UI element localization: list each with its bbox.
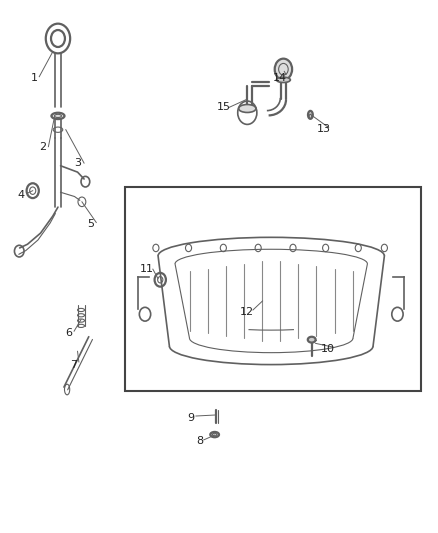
Circle shape xyxy=(275,59,292,80)
Text: 1: 1 xyxy=(31,73,38,83)
Text: 13: 13 xyxy=(316,124,330,134)
Ellipse shape xyxy=(276,77,290,83)
Text: 7: 7 xyxy=(70,360,77,369)
Text: 9: 9 xyxy=(187,413,194,423)
Ellipse shape xyxy=(210,432,219,437)
Text: 6: 6 xyxy=(65,328,72,338)
Text: 2: 2 xyxy=(39,142,46,152)
Text: 8: 8 xyxy=(196,437,203,447)
Text: 15: 15 xyxy=(216,102,230,112)
Ellipse shape xyxy=(308,337,316,343)
Text: 12: 12 xyxy=(240,306,254,317)
Ellipse shape xyxy=(308,111,313,119)
Ellipse shape xyxy=(51,113,64,119)
Text: 5: 5 xyxy=(87,219,94,229)
Text: 3: 3 xyxy=(74,158,81,168)
Text: 10: 10 xyxy=(321,344,335,354)
Bar xyxy=(125,187,421,391)
Text: 4: 4 xyxy=(18,190,25,200)
Text: 11: 11 xyxy=(140,264,154,274)
Text: 14: 14 xyxy=(273,73,287,83)
Ellipse shape xyxy=(239,104,256,112)
